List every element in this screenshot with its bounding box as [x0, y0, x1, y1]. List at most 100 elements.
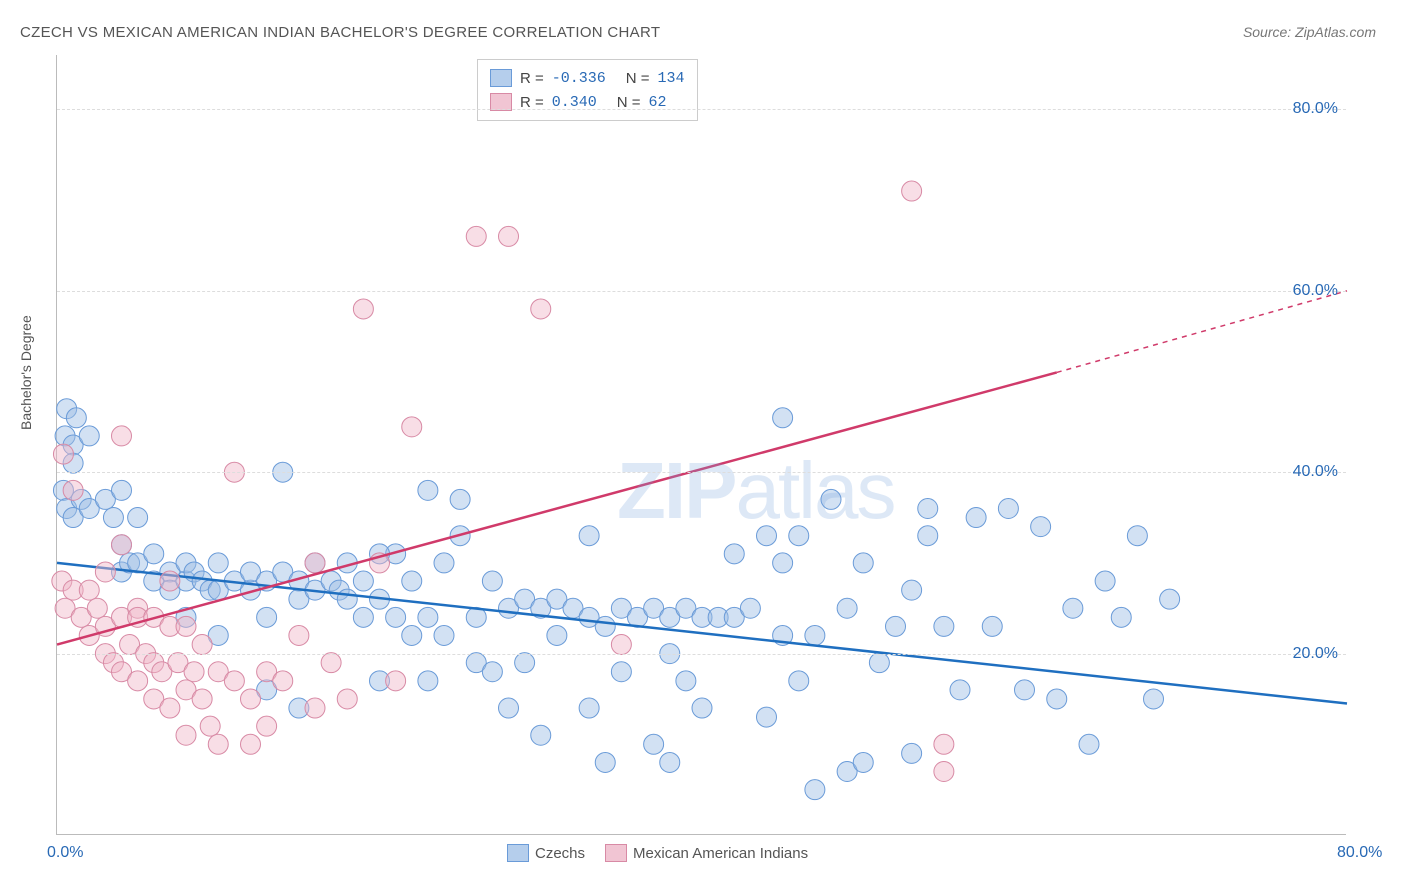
scatter-point [337, 589, 357, 609]
scatter-point [853, 553, 873, 573]
scatter-point [1063, 598, 1083, 618]
scatter-point [192, 689, 212, 709]
scatter-point [321, 653, 341, 673]
scatter-point [724, 544, 744, 564]
scatter-point [805, 625, 825, 645]
scatter-point [418, 671, 438, 691]
x-tick-label: 0.0% [47, 844, 83, 862]
legend-swatch-icon [490, 69, 512, 87]
scatter-point [257, 716, 277, 736]
scatter-point [676, 671, 696, 691]
scatter-point [241, 734, 261, 754]
legend-swatch-icon [605, 844, 627, 862]
scatter-point [740, 598, 760, 618]
y-axis-label: Bachelor's Degree [18, 315, 34, 430]
scatter-point [95, 562, 115, 582]
y-tick-label: 60.0% [1293, 282, 1338, 300]
scatter-point [337, 689, 357, 709]
scatter-point [386, 607, 406, 627]
gridline [57, 291, 1346, 292]
scatter-point [757, 707, 777, 727]
regression-line-dashed [1057, 291, 1347, 373]
scatter-point [466, 226, 486, 246]
scatter-point [934, 734, 954, 754]
scatter-point [241, 689, 261, 709]
x-tick-label: 80.0% [1337, 844, 1382, 862]
scatter-point [1127, 526, 1147, 546]
series-legend-item: Mexican American Indians [605, 844, 808, 862]
scatter-point [579, 526, 599, 546]
scatter-point [63, 480, 83, 500]
scatter-point [1015, 680, 1035, 700]
scatter-point [112, 480, 132, 500]
scatter-point [200, 716, 220, 736]
legend-swatch-icon [490, 93, 512, 111]
scatter-point [934, 616, 954, 636]
scatter-point [128, 671, 148, 691]
scatter-point [289, 625, 309, 645]
scatter-point [192, 635, 212, 655]
legend-n-label: N = [617, 94, 641, 111]
chart-title: CZECH VS MEXICAN AMERICAN INDIAN BACHELO… [20, 24, 660, 41]
gridline [57, 109, 1346, 110]
scatter-point [418, 607, 438, 627]
scatter-point [402, 571, 422, 591]
scatter-point [499, 698, 519, 718]
gridline [57, 472, 1346, 473]
regression-line [57, 563, 1347, 704]
scatter-point [128, 508, 148, 528]
scatter-point [531, 299, 551, 319]
legend-r-value: -0.336 [552, 70, 606, 87]
scatter-point [982, 616, 1002, 636]
scatter-point [79, 580, 99, 600]
scatter-point [499, 226, 519, 246]
scatter-point [869, 653, 889, 673]
scatter-point [434, 625, 454, 645]
scatter-point [87, 598, 107, 618]
scatter-point [482, 662, 502, 682]
scatter-point [902, 181, 922, 201]
source-attribution: Source: ZipAtlas.com [1243, 24, 1376, 40]
scatter-point [853, 752, 873, 772]
scatter-point [1111, 607, 1131, 627]
series-legend-label: Czechs [535, 845, 585, 862]
scatter-point [112, 426, 132, 446]
scatter-point [208, 553, 228, 573]
scatter-point [660, 752, 680, 772]
scatter-point [531, 725, 551, 745]
scatter-point [79, 426, 99, 446]
scatter-point [886, 616, 906, 636]
scatter-point [966, 508, 986, 528]
scatter-point [305, 698, 325, 718]
scatter-point [773, 553, 793, 573]
scatter-point [1160, 589, 1180, 609]
legend-n-label: N = [626, 70, 650, 87]
scatter-point [66, 408, 86, 428]
scatter-point [402, 625, 422, 645]
y-tick-label: 40.0% [1293, 463, 1338, 481]
scatter-point [998, 498, 1018, 518]
scatter-point [805, 780, 825, 800]
scatter-point [1095, 571, 1115, 591]
scatter-point [418, 480, 438, 500]
scatter-point [773, 408, 793, 428]
scatter-point [53, 444, 73, 464]
scatter-point [184, 662, 204, 682]
scatter-point [160, 698, 180, 718]
scatter-point [837, 598, 857, 618]
legend-r-label: R = [520, 70, 544, 87]
scatter-point [692, 698, 712, 718]
series-legend-item: Czechs [507, 844, 585, 862]
series-legend-label: Mexican American Indians [633, 845, 808, 862]
scatter-point [918, 526, 938, 546]
scatter-point [547, 625, 567, 645]
scatter-point [579, 698, 599, 718]
scatter-point [353, 607, 373, 627]
legend-n-value: 134 [658, 70, 685, 87]
scatter-point [644, 734, 664, 754]
scatter-point [450, 489, 470, 509]
watermark: ZIPatlas [617, 445, 894, 537]
scatter-point [273, 671, 293, 691]
scatter-point [257, 607, 277, 627]
series-legend: Czechs Mexican American Indians [507, 844, 808, 862]
